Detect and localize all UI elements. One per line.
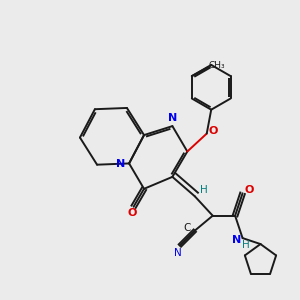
- Text: O: O: [209, 126, 218, 136]
- Text: H: H: [242, 240, 249, 250]
- Text: N: N: [168, 113, 177, 123]
- Text: N: N: [116, 159, 126, 169]
- Text: N: N: [232, 235, 241, 244]
- Text: O: O: [244, 185, 254, 195]
- Text: O: O: [128, 208, 137, 218]
- Text: N: N: [175, 248, 182, 258]
- Text: CH₃: CH₃: [208, 61, 225, 70]
- Text: H: H: [200, 185, 208, 195]
- Text: C: C: [183, 223, 190, 232]
